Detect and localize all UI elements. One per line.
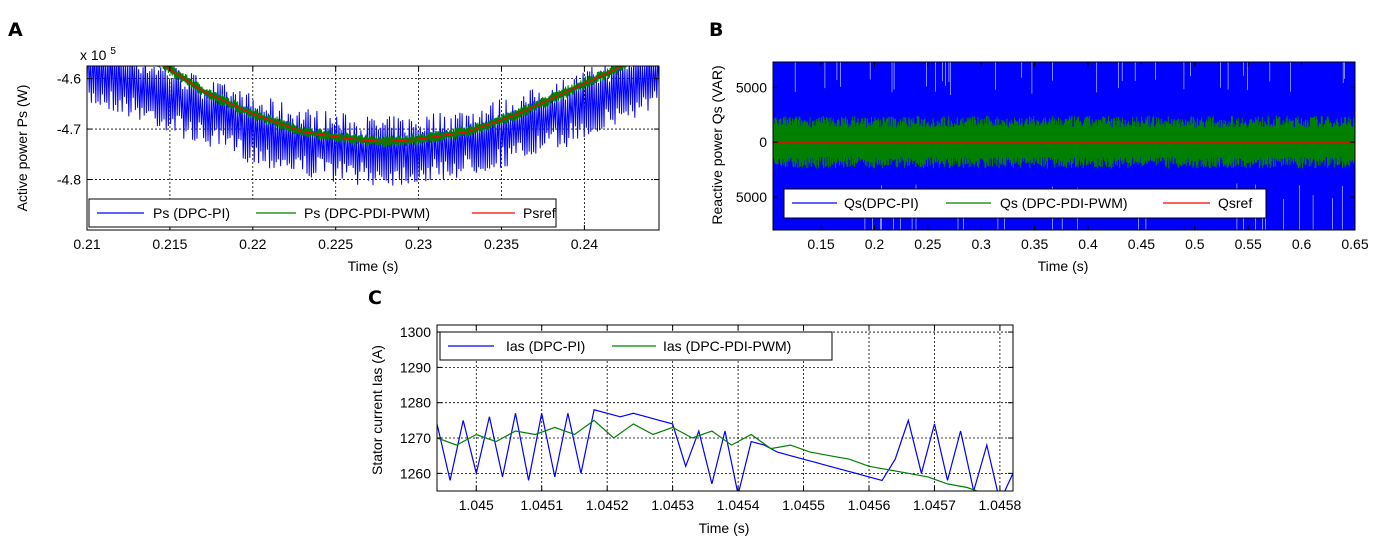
axes-frame-a	[86, 65, 660, 231]
a-x-tick-label: 0.225	[318, 236, 353, 252]
a-x-tick-label: 0.23	[405, 236, 432, 252]
c-y-tick-label: 1290	[400, 359, 431, 375]
c-y-tick-label: 1300	[400, 324, 431, 340]
legend-label-psref: Psref	[523, 205, 556, 221]
legend-label-ias-dpc-pi: Ias (DPC-PI)	[506, 338, 585, 354]
b-x-tick-label: 0.4	[1078, 236, 1098, 252]
exponent-base: x 10	[80, 47, 107, 63]
b-x-tick-label: 0.35	[1021, 236, 1048, 252]
c-x-tick-label: 1.0456	[848, 497, 891, 513]
b-x-tick-label: 0.15	[807, 236, 834, 252]
x-axis-label-c: Time (s)	[699, 520, 750, 536]
b-x-tick-label: 0.25	[914, 236, 941, 252]
legend-a: Ps (DPC-PI) Ps (DPC-PDI-PWM) Psref	[88, 198, 557, 228]
c-x-tick-label: 1.0454	[717, 497, 760, 513]
a-y-tick-label: -4.7	[57, 121, 81, 137]
series-ias-dpc-pi	[437, 409, 1013, 491]
ticks-c: 1.045 1.0451 1.0452 1.0453 1.0454 1.0455 1.045…	[400, 324, 1022, 513]
y-axis-label-c: Stator current Ias (A)	[369, 345, 385, 475]
series-ias-dpc-pdi-pwm	[437, 419, 979, 491]
x-axis-label-a: Time (s)	[348, 258, 399, 274]
legend-label-qs-dpc-pdi-pwm: Qs (DPC-PDI-PWM)	[1000, 195, 1128, 211]
a-y-tick-label: -4.8	[57, 172, 81, 188]
legend-label-ias-dpc-pdi-pwm: Ias (DPC-PDI-PWM)	[663, 338, 791, 354]
c-x-tick-label: 1.0453	[651, 497, 694, 513]
c-x-tick-label: 1.0452	[586, 497, 629, 513]
a-y-tick-label: -4.6	[57, 71, 81, 87]
series-qs-dpc-pdi-pwm	[773, 115, 1355, 169]
c-x-tick-label: 1.0458	[978, 497, 1021, 513]
panel-letter-c: C	[368, 287, 382, 309]
x-axis-label-b: Time (s)	[1038, 258, 1089, 274]
a-x-tick-label: 0.22	[239, 236, 266, 252]
c-x-tick-label: 1.045	[459, 497, 494, 513]
panel-c: C 1.045 1.0451 1.0452 1.0453 1.0454 1.0455 1.0…	[368, 287, 1022, 536]
c-x-tick-label: 1.0455	[782, 497, 825, 513]
a-x-tick-label: 0.215	[152, 236, 187, 252]
b-x-tick-label: 0.65	[1341, 236, 1368, 252]
b-x-tick-label: 0.55	[1235, 236, 1262, 252]
panel-letter-a: A	[8, 19, 23, 41]
ticks-a: 0.21 0.215 0.22 0.225 0.23 0.235 0.24 -4.8 -4.7 -…	[57, 66, 659, 252]
panel-b: B 0.15 0.2 0.25 0.3 0.35 0.4 0.45 0.5 0.55 0.6 0.6…	[709, 19, 1369, 274]
legend-label-qs-dpc-pi: Qs(DPC-PI)	[844, 195, 919, 211]
b-x-tick-label: 0.2	[865, 236, 885, 252]
y-exponent-label: x 10 5	[80, 46, 116, 63]
a-x-tick-label: 0.21	[73, 236, 100, 252]
plot-area-c	[437, 409, 1013, 491]
b-x-tick-label: 0.6	[1292, 236, 1312, 252]
plot-area-a	[87, 66, 659, 186]
axes-frame-b	[772, 61, 1356, 231]
a-x-tick-label: 0.24	[571, 236, 598, 252]
legend-label-ps-dpc-pdi-pwm: Ps (DPC-PDI-PWM)	[304, 205, 430, 221]
panel-a: A x 10 5 0.21 0.215 0.22 0.225 0.23 0.235 0.24…	[8, 19, 660, 274]
legend-c: Ias (DPC-PI) Ias (DPC-PDI-PWM)	[439, 331, 833, 361]
b-x-tick-label: 0.5	[1185, 236, 1205, 252]
b-y-tick-label: 5000	[736, 79, 767, 95]
ticks-b: 0.15 0.2 0.25 0.3 0.35 0.4 0.45 0.5 0.55 0.6 0.65 5…	[736, 62, 1369, 252]
panel-letter-b: B	[709, 19, 723, 41]
exponent-power: 5	[110, 46, 116, 57]
b-y-tick-label: 0	[759, 134, 767, 150]
legend-label-qsref: Qsref	[1218, 195, 1252, 211]
axes-frame-c	[436, 324, 1014, 492]
c-x-tick-label: 1.0457	[913, 497, 956, 513]
c-y-tick-label: 1260	[400, 465, 431, 481]
c-y-tick-label: 1280	[400, 395, 431, 411]
y-axis-label-b: Reactive power Qs (VAR)	[709, 65, 725, 224]
legend-label-ps-dpc-pi: Ps (DPC-PI)	[153, 205, 230, 221]
b-x-tick-label: 0.3	[972, 236, 992, 252]
b-y-tick-label: 5000	[736, 189, 767, 205]
c-x-tick-label: 1.0451	[520, 497, 563, 513]
legend-b: Qs(DPC-PI) Qs (DPC-PDI-PWM) Qsref	[783, 188, 1267, 219]
y-axis-label-a: Active power Ps (W)	[14, 85, 30, 212]
series-ps-dpc-pdi-pwm	[157, 66, 627, 148]
series-ps-dpc-pi	[87, 66, 659, 186]
b-x-tick-label: 0.45	[1128, 236, 1155, 252]
a-x-tick-label: 0.235	[484, 236, 519, 252]
series-psref	[163, 66, 623, 143]
c-y-tick-label: 1270	[400, 430, 431, 446]
